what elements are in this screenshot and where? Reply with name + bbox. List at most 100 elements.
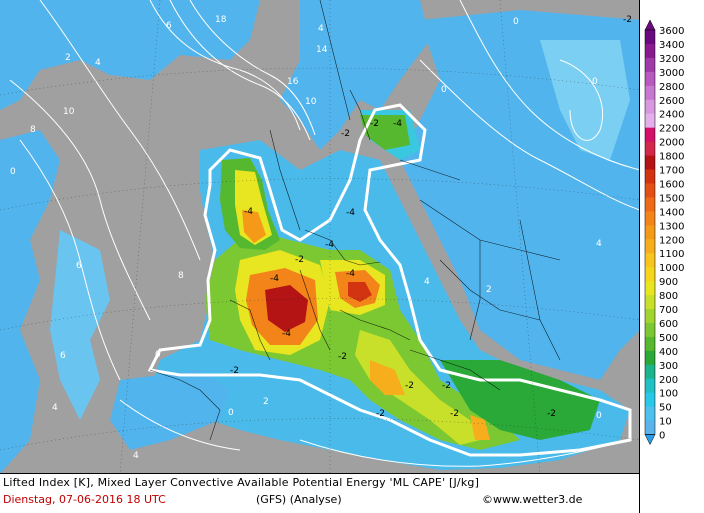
map-date: Dienstag, 07-06-2016 18 UTC xyxy=(3,493,166,506)
orange-area-greece xyxy=(470,415,490,440)
zero-line xyxy=(147,103,632,457)
isolines xyxy=(9,0,639,467)
contour-label: 0 xyxy=(155,350,161,360)
orange-area-italy xyxy=(370,360,405,395)
contour-label: 8 xyxy=(30,125,36,135)
legend-tick-label: 1300 xyxy=(659,221,684,232)
contour-label: 4 xyxy=(318,24,324,34)
contour-label: -2 xyxy=(338,352,347,362)
legend-swatch xyxy=(645,239,655,254)
contour-label: -4 xyxy=(325,240,334,250)
legend-swatch xyxy=(645,406,655,422)
contour-label: 0 xyxy=(10,167,16,177)
contour-label: 0 xyxy=(441,85,447,95)
legend-swatch xyxy=(645,57,655,73)
legend-swatch xyxy=(645,211,655,226)
legend-swatch xyxy=(645,155,655,170)
contour-label: 16 xyxy=(287,77,299,87)
legend-tick-label: 200 xyxy=(659,375,678,386)
legend-swatch xyxy=(645,309,655,324)
legend-tick-label: 100 xyxy=(659,389,678,400)
contour-label: -2 xyxy=(376,409,385,419)
contour-label: 2 xyxy=(65,53,71,63)
contour-label: -4 xyxy=(393,119,402,129)
contour-label: 4 xyxy=(95,58,101,68)
contour-label: 0 xyxy=(513,17,519,27)
contour-label: -2 xyxy=(370,119,379,129)
legend-tick-label: 2200 xyxy=(659,124,684,135)
legend-swatch xyxy=(645,322,655,338)
blue-area-atlantic-west xyxy=(0,130,60,473)
contour-label: -2 xyxy=(341,129,350,139)
contour-label: -4 xyxy=(282,329,291,339)
legend-swatch xyxy=(645,113,655,129)
legend-scale: 3600340032003000280026002400220020001800… xyxy=(644,19,684,446)
legend-swatch xyxy=(645,253,655,268)
color-legend: 3600 3400 3200 3000 2800 2600 2400 2200 2000 1800… xyxy=(641,0,704,474)
legend-frame xyxy=(644,29,656,435)
contour-label: 6 xyxy=(76,261,82,271)
contour-label: 10 xyxy=(63,107,75,117)
legend-swatch xyxy=(645,141,655,157)
legend-swatch xyxy=(645,336,655,352)
contour-label: 2 xyxy=(486,285,492,295)
contour-label: -2 xyxy=(442,381,451,391)
contour-label: -2 xyxy=(547,409,556,419)
contour-label: -2 xyxy=(230,366,239,376)
legend-tick-label: 1100 xyxy=(659,249,684,260)
legend-tick-label: 2600 xyxy=(659,96,684,107)
contour-label: 4 xyxy=(596,239,602,249)
legend-tick-label: 1700 xyxy=(659,166,684,177)
legend-swatch xyxy=(645,225,655,240)
legend-tick-label: 2000 xyxy=(659,138,684,149)
legend-swatch xyxy=(645,43,655,59)
legend-tick-label: 0 xyxy=(659,431,665,442)
red-area-france xyxy=(265,285,308,332)
blue-area-atlantic-mid xyxy=(50,230,110,420)
legend-tick-label: 1400 xyxy=(659,207,684,218)
legend-tick-label: 2400 xyxy=(659,110,684,121)
legend-swatch xyxy=(645,99,655,115)
contour-label: -2 xyxy=(405,381,414,391)
legend-tick-label: 800 xyxy=(659,291,678,302)
legend-tick-label: 3000 xyxy=(659,68,684,79)
legend-tick-label: 600 xyxy=(659,319,678,330)
copyright: ©www.wetter3.de xyxy=(482,493,583,506)
legend-tick-label: 700 xyxy=(659,305,678,316)
blue-area-scandinavia xyxy=(280,0,430,150)
legend-tick-label: 1800 xyxy=(659,152,684,163)
contour-label: -4 xyxy=(244,207,253,217)
contour-label: 8 xyxy=(178,271,184,281)
legend-tick-label: 10 xyxy=(659,417,672,428)
contour-label: 4 xyxy=(52,403,58,413)
contour-label: -2 xyxy=(450,409,459,419)
contour-label: 18 xyxy=(215,15,227,25)
blue-area-atlantic-north xyxy=(0,0,260,110)
legend-tick-label: 1200 xyxy=(659,235,684,246)
contour-label: -2 xyxy=(623,15,632,25)
yellow-area-italy xyxy=(355,330,480,445)
legend-tick-label: 2800 xyxy=(659,82,684,93)
legend-swatch xyxy=(645,420,655,436)
contour-label: -4 xyxy=(346,208,355,218)
orange-area-england xyxy=(242,210,266,243)
legend-swatch xyxy=(645,169,655,184)
contour-label: 6 xyxy=(60,351,66,361)
legend-tick-label: 400 xyxy=(659,347,678,358)
map-title: Lifted Index [K], Mixed Layer Convective… xyxy=(3,476,480,489)
contour-label: -4 xyxy=(346,269,355,279)
model-label: (GFS) (Analyse) xyxy=(256,493,342,506)
red-area-germany xyxy=(348,282,372,302)
legend-tick-label: 500 xyxy=(659,333,678,344)
legend-swatch xyxy=(645,85,655,101)
contour-label: 4 xyxy=(133,451,139,461)
contour-label: 10 xyxy=(305,97,317,107)
map-canvas: 18 4 14 16 10 10 8 6 2 4 0 6 8 6 4 4 0 0… xyxy=(0,0,639,473)
legend-swatch xyxy=(645,392,655,408)
legend-swatch xyxy=(645,30,655,45)
legend-arrow-top xyxy=(644,19,656,31)
contour-label: 14 xyxy=(316,45,328,55)
graticule xyxy=(0,0,639,473)
green-area-baltic xyxy=(360,115,410,150)
contour-label: 6 xyxy=(166,21,172,31)
